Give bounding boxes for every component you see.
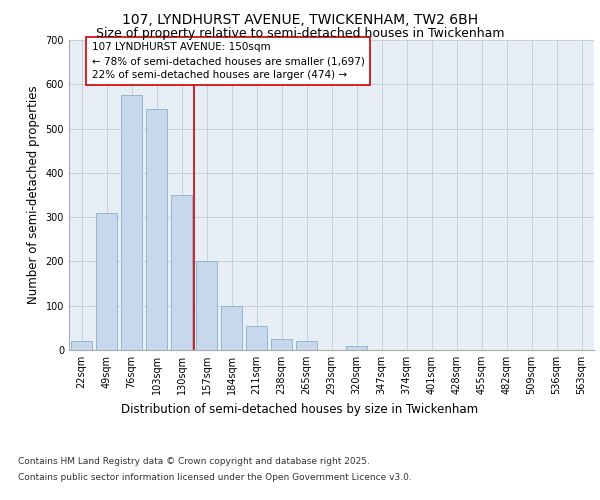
Bar [196,262,217,350]
Bar [171,195,192,350]
Bar [296,341,317,350]
Bar [146,108,167,350]
Text: Size of property relative to semi-detached houses in Twickenham: Size of property relative to semi-detach… [96,28,504,40]
Bar [71,341,92,350]
Text: 107 LYNDHURST AVENUE: 150sqm
← 78% of semi-detached houses are smaller (1,697)
2: 107 LYNDHURST AVENUE: 150sqm ← 78% of se… [91,42,364,80]
Y-axis label: Number of semi-detached properties: Number of semi-detached properties [27,86,40,304]
Bar [221,306,242,350]
Text: 107, LYNDHURST AVENUE, TWICKENHAM, TW2 6BH: 107, LYNDHURST AVENUE, TWICKENHAM, TW2 6… [122,12,478,26]
Bar [346,346,367,350]
Text: Contains HM Land Registry data © Crown copyright and database right 2025.: Contains HM Land Registry data © Crown c… [18,458,370,466]
Bar [246,326,267,350]
Text: Contains public sector information licensed under the Open Government Licence v3: Contains public sector information licen… [18,472,412,482]
Text: Distribution of semi-detached houses by size in Twickenham: Distribution of semi-detached houses by … [121,402,479,415]
Bar [271,339,292,350]
Bar [96,212,117,350]
Bar [121,96,142,350]
